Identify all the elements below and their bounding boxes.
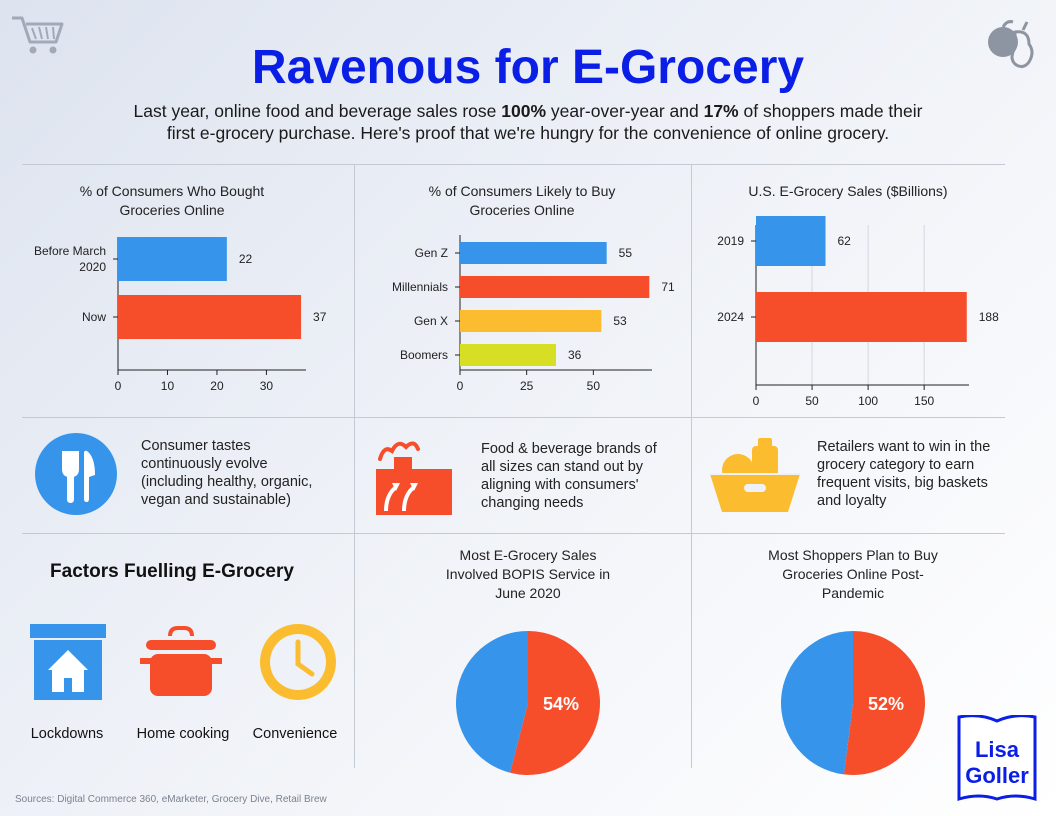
- logo-text-lisa: Lisa: [975, 737, 1020, 762]
- x-tick-label: 150: [914, 394, 934, 405]
- value-label: 55: [619, 246, 633, 260]
- value-label: 71: [661, 280, 675, 294]
- category-label: 2019: [717, 234, 744, 248]
- category-label: Boomers: [400, 348, 448, 362]
- divider-col2: [691, 164, 692, 768]
- chart-consumers-bought: Before March 2020 22 Now 37 0 10 20 30: [34, 237, 327, 393]
- category-label: Millennials: [392, 280, 448, 294]
- x-tick-label: 0: [115, 379, 122, 393]
- bar: [118, 295, 302, 339]
- x-tick-label: 100: [858, 394, 878, 405]
- bar: [460, 276, 650, 298]
- pie-slice: [843, 631, 925, 775]
- clock-icon: [260, 624, 336, 700]
- chart-us-sales: 2019 62 2024 188 0 50 100 150: [717, 216, 999, 405]
- value-label: 62: [838, 234, 852, 248]
- note-consumer-tastes: Consumer tastes continuously evolve (inclu…: [141, 438, 313, 508]
- basket-icon: [710, 438, 800, 512]
- value-label: 22: [239, 252, 253, 266]
- category-label: Gen X: [414, 314, 448, 328]
- bar: [460, 242, 607, 264]
- chart-likely-to-buy: Gen Z 55 Millennials 71 Gen X 53 Boomers 36 0 25 5…: [392, 235, 675, 393]
- pie-slice: [455, 631, 528, 773]
- x-tick-label: 50: [587, 379, 601, 393]
- x-tick-label: 10: [161, 379, 175, 393]
- factor-label-home-cooking: Home cooking: [136, 726, 230, 742]
- x-tick-label: 25: [520, 379, 534, 393]
- bar: [756, 216, 826, 266]
- factory-icon: [376, 441, 452, 515]
- bar: [460, 310, 602, 332]
- pie-label: 52%: [868, 694, 904, 714]
- factor-label-lockdowns: Lockdowns: [30, 726, 104, 742]
- pie-label: 54%: [543, 694, 579, 714]
- lisa-goller-logo: Lisa Goller: [957, 714, 1037, 802]
- divider-col1: [354, 164, 355, 768]
- chart3-title: U.S. E-Grocery Sales ($Billions): [748, 183, 948, 199]
- page-title: Ravenous for E-Grocery: [251, 41, 805, 94]
- value-label: 53: [613, 314, 627, 328]
- shopping-cart-icon: [12, 16, 64, 54]
- x-tick-label: 0: [457, 379, 464, 393]
- x-tick-label: 50: [805, 394, 819, 405]
- pie2-title: Most Shoppers Plan to Buy Groceries Onlin…: [768, 547, 938, 601]
- fork-knife-icon: [35, 433, 117, 515]
- value-label: 37: [313, 310, 327, 324]
- divider-lower: [22, 533, 1005, 534]
- divider-top: [22, 164, 1005, 165]
- pie-bopis: 54%: [455, 631, 600, 775]
- note-brands: Food & beverage brands of all sizes can s…: [481, 441, 657, 511]
- sources-text: Sources: Digital Commerce 360, eMarketer…: [15, 794, 327, 805]
- page-subtitle: Last year, online food and beverage sale…: [133, 101, 923, 143]
- category-label: Before March: [34, 244, 106, 258]
- category-label: Gen Z: [415, 246, 448, 260]
- category-label: Now: [82, 310, 106, 324]
- value-label: 36: [568, 348, 582, 362]
- pie-slice: [510, 631, 600, 775]
- bar: [118, 237, 227, 281]
- category-label: 2024: [717, 310, 744, 324]
- logo-text-goller: Goller: [965, 763, 1029, 788]
- cooking-pot-icon: [140, 626, 222, 696]
- x-tick-label: 0: [753, 394, 760, 405]
- pie1-title: Most E-Grocery Sales Involved BOPIS Servi…: [445, 547, 611, 601]
- note-retailers: Retailers want to win in the grocery cate…: [817, 439, 991, 509]
- bar: [460, 344, 556, 366]
- apple-pear-icon: [988, 20, 1034, 69]
- house-icon: [30, 624, 106, 700]
- bar: [756, 292, 967, 342]
- chart1-title: % of Consumers Who Bought Groceries Onlin…: [79, 183, 265, 218]
- chart2-title: % of Consumers Likely to Buy Groceries On…: [428, 183, 616, 218]
- x-tick-label: 20: [210, 379, 224, 393]
- value-label: 188: [979, 310, 999, 324]
- category-label: 2020: [79, 260, 106, 274]
- x-tick-label: 30: [260, 379, 274, 393]
- divider-middle: [22, 417, 1005, 418]
- factor-label-convenience: Convenience: [252, 726, 338, 742]
- pie-post-pandemic: 52%: [780, 631, 925, 775]
- pie-slice: [780, 631, 853, 775]
- factors-title: Factors Fuelling E-Grocery: [50, 561, 294, 582]
